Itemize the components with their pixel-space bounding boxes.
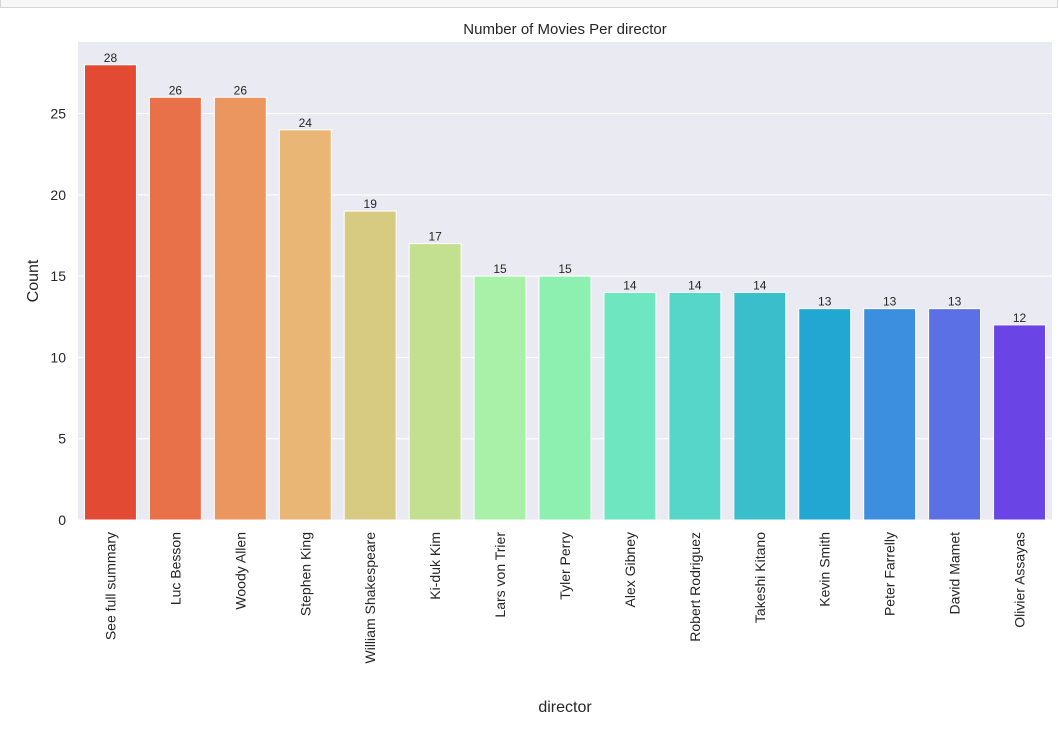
x-tick-label: Olivier Assayas [1012,532,1028,628]
chart-title: Number of Movies Per director [463,21,666,38]
bar [733,291,787,521]
bar [213,96,267,521]
y-tick-labels: 0 5 10 15 20 25 [50,106,66,528]
x-tick-label: Tyler Perry [557,532,573,600]
bar [148,96,202,521]
bar [863,308,917,521]
data-label: 17 [428,230,442,244]
y-tick-label: 15 [50,268,66,284]
data-label: 15 [493,262,507,276]
bar [408,243,462,521]
data-label: 13 [818,295,832,309]
bar [83,64,137,521]
bar [473,275,527,521]
x-tick-label: Lars von Trier [492,532,508,618]
data-label: 14 [623,278,637,292]
data-label: 14 [688,278,702,292]
y-tick-label: 20 [50,187,66,203]
data-labels: 28 26 26 24 19 17 15 15 14 14 14 13 13 13 12 [104,51,1027,325]
bars [83,64,1047,521]
x-tick-label: Stephen King [297,532,313,616]
x-tick-label: Robert Rodriguez [687,532,703,642]
x-tick-labels: See full summary Luc Besson Woody Allen Ste… [102,532,1027,664]
x-tick-label: William Shakespeare [362,532,378,664]
x-tick-label: Ki-duk Kim [427,532,443,600]
x-tick-label: Peter Farrelly [882,532,898,616]
x-tick-label: Luc Besson [167,532,183,605]
x-tick-label: Takeshi Kitano [752,532,768,623]
bar [668,291,722,521]
bar [278,129,332,521]
x-tick-label: Woody Allen [232,532,248,610]
x-tick-label: Alex Gibney [622,532,638,607]
data-label: 28 [104,51,118,65]
y-tick-label: 10 [50,349,66,365]
data-label: 24 [299,116,313,130]
data-label: 14 [753,278,767,292]
bar [603,291,657,521]
x-tick-label: Kevin Smith [817,532,833,607]
y-axis-label: Count [25,259,42,302]
data-label: 19 [364,197,378,211]
data-label: 26 [234,83,248,97]
x-tick-label: See full summary [102,532,118,640]
bar [798,308,852,521]
data-label: 12 [1013,311,1027,325]
data-label: 15 [558,262,572,276]
data-label: 26 [169,83,183,97]
data-label: 13 [948,295,962,309]
y-tick-label: 25 [50,106,66,122]
bar [538,275,592,521]
x-axis-label: director [538,699,592,716]
bar [343,210,397,521]
y-tick-label: 0 [58,512,66,528]
bar [993,324,1047,521]
x-tick-label: David Mamet [947,532,963,615]
bar [928,308,982,521]
notebook-cell-border [0,0,1058,8]
y-tick-label: 5 [58,431,66,447]
data-label: 13 [883,295,897,309]
